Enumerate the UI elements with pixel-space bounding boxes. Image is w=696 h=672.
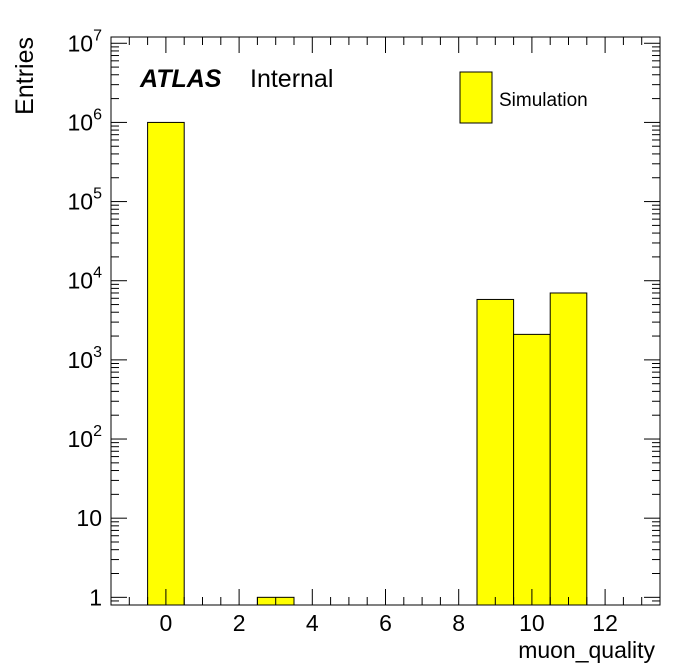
x-tick-label: 0 [160, 610, 173, 636]
histogram-bars [147, 121, 588, 606]
y-tick-label: 106 [68, 106, 103, 135]
axis-ticks [110, 37, 661, 606]
histogram-bar [147, 121, 185, 606]
legend: Simulation [459, 71, 588, 124]
y-tick-label: 10 [76, 505, 102, 531]
histogram-bar [549, 292, 588, 606]
x-tick-label: 10 [519, 610, 545, 636]
y-tick-label: 103 [68, 344, 103, 373]
y-tick-label: 1 [89, 584, 102, 610]
x-tick-labels: 0 2 4 6 8 10 12 [160, 610, 618, 636]
x-tick-label: 8 [452, 610, 465, 636]
y-tick-label: 102 [68, 423, 103, 452]
x-tick-label: 4 [306, 610, 319, 636]
x-tick-label: 6 [379, 610, 392, 636]
x-axis-label: muon_quality [518, 637, 655, 663]
atlas-experiment-label: ATLAS [139, 65, 222, 93]
y-tick-label: 107 [68, 27, 103, 56]
histogram-bar [513, 333, 551, 606]
atlas-status-label: Internal [250, 65, 333, 93]
y-tick-labels: 1 10 102 103 104 105 106 107 [68, 27, 103, 610]
legend-swatch-simulation [459, 71, 493, 124]
y-tick-label: 105 [68, 186, 103, 215]
y-tick-label: 104 [68, 265, 103, 294]
legend-label-simulation: Simulation [499, 90, 588, 111]
histogram-bar [476, 298, 515, 606]
x-tick-label: 2 [233, 610, 246, 636]
x-tick-label: 12 [592, 610, 618, 636]
y-axis-label: Entries [11, 37, 39, 115]
atlas-label: ATLAS Internal [139, 65, 333, 93]
